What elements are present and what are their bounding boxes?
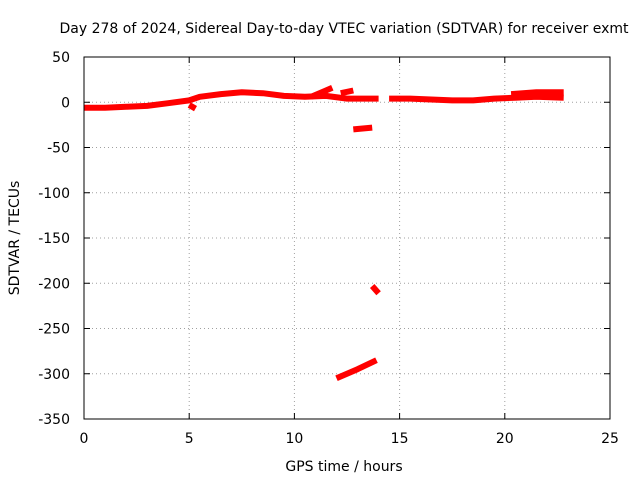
x-tick-label: 20 (496, 431, 514, 447)
data-trace (335, 357, 378, 382)
data-trace (369, 284, 381, 296)
x-tick-label: 15 (391, 431, 409, 447)
y-tick-label: 50 (52, 50, 70, 66)
y-tick-label: -50 (47, 141, 70, 157)
y-axis-label: SDTVAR / TECUs (7, 181, 23, 296)
data-trace (84, 89, 379, 111)
y-tick-label: -250 (38, 322, 70, 338)
data-series (84, 85, 564, 382)
x-tick-label: 10 (285, 431, 303, 447)
data-trace (187, 102, 197, 112)
y-tick-label: -200 (38, 276, 70, 292)
data-trace (510, 89, 564, 98)
plot-border (83, 56, 611, 420)
chart-title: Day 278 of 2024, Sidereal Day-to-day VTE… (60, 21, 630, 37)
x-tick-label: 25 (601, 431, 619, 447)
data-trace (340, 87, 354, 97)
y-tick-label: -150 (38, 231, 70, 247)
y-tick-label: -350 (38, 412, 70, 428)
y-tick-label: 0 (61, 95, 70, 111)
axis-ticks: -350 -300 -250 -200 -150 -100 -50 0 50 0 5 10 15 20 25 (38, 50, 619, 447)
y-tick-label: -100 (38, 186, 70, 202)
data-trace (310, 85, 334, 100)
y-tick-label: -300 (38, 367, 70, 383)
grid-lines (84, 57, 610, 419)
x-tick-label: 5 (185, 431, 194, 447)
x-tick-label: 0 (80, 431, 89, 447)
data-trace (389, 93, 564, 104)
data-trace (353, 124, 373, 133)
x-axis-label: GPS time / hours (285, 459, 402, 475)
